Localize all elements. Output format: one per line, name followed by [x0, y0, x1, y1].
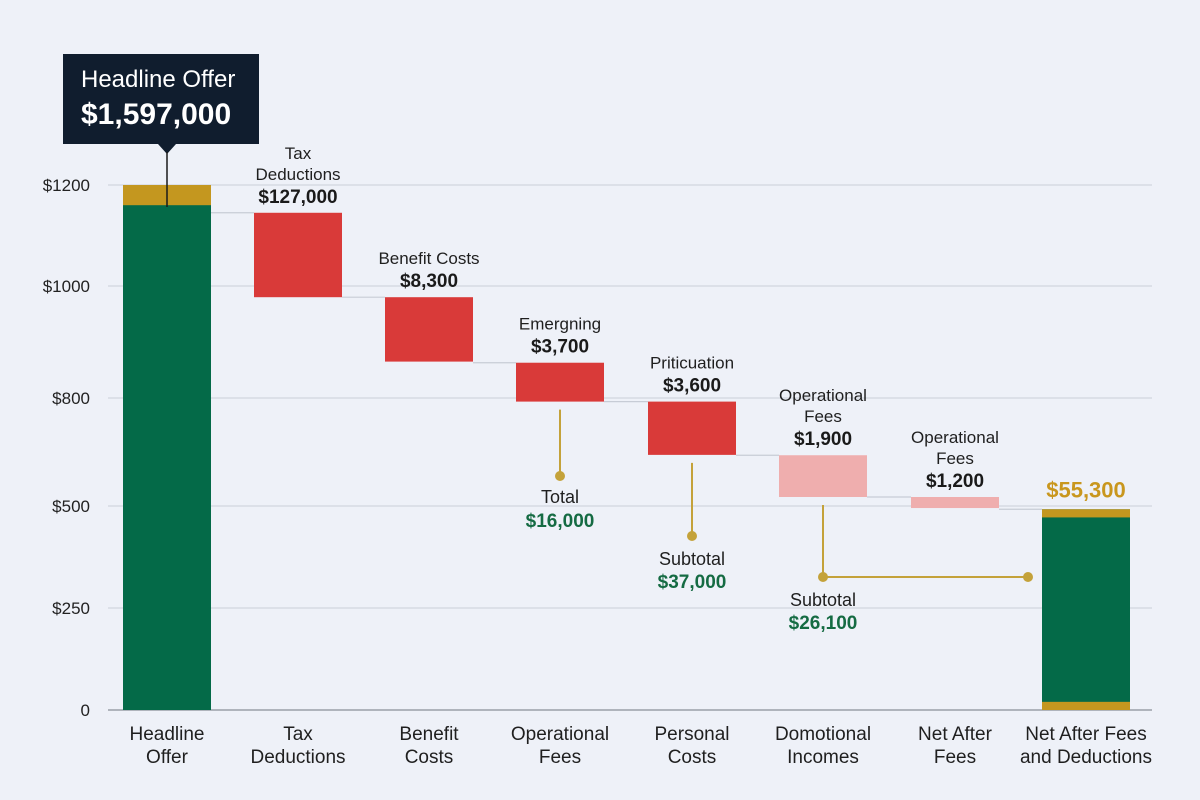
callout-box: [63, 54, 259, 144]
x-category-label: Costs: [668, 747, 717, 768]
annotation-dot: [1023, 572, 1033, 582]
annotation-dot: [555, 471, 565, 481]
y-tick-label: $250: [52, 599, 90, 618]
x-category-label: Fees: [934, 747, 976, 768]
decrease-bar: [385, 297, 473, 362]
x-category-label: Personal: [655, 724, 730, 745]
annotation-dot: [818, 572, 828, 582]
x-category-label: Operational: [511, 724, 609, 745]
y-tick-label: $1200: [43, 176, 90, 195]
bar-value-label: $3,600: [663, 376, 721, 397]
x-category-label: Incomes: [787, 747, 859, 768]
annotation-value: $26,100: [789, 613, 858, 634]
y-tick-label: $1000: [43, 277, 90, 296]
total-bar-base: [1042, 701, 1130, 710]
bar-value-label: $3,700: [531, 337, 589, 358]
x-category-label: Domotional: [775, 724, 871, 745]
y-tick-label: $800: [52, 389, 90, 408]
total-bar-cap: [1042, 509, 1130, 518]
callout-title: Headline Offer: [81, 66, 235, 93]
bar-category-label: Deductions: [255, 165, 340, 184]
annotation-value: $16,000: [526, 511, 595, 532]
total-bar: [1042, 509, 1130, 710]
y-axis-ticks: $1200 $1000 $800 $500 $250 0: [43, 176, 90, 720]
bar-category-label: Emergning: [519, 315, 601, 334]
decrease-bar: [779, 455, 867, 497]
y-tick-label: 0: [81, 701, 90, 720]
annotation-value: $37,000: [658, 572, 727, 593]
headline-callout: Headline Offer $1,597,000: [63, 54, 259, 207]
bars: [123, 185, 1130, 710]
bar-category-label: Benefit Costs: [378, 249, 479, 268]
bar-value-label: $8,300: [400, 271, 458, 292]
annotation-label: Subtotal: [659, 549, 725, 569]
callout-pointer: [158, 144, 176, 154]
bar-labels: $127,000 Deductions Tax $8,300 Benefit Costs…: [255, 144, 1125, 502]
annotations: Total $16,000 Subtotal $37,000 Subtotal $26,1…: [526, 409, 1033, 634]
x-category-label: Headline: [130, 724, 205, 745]
bar-category-label: Fees: [936, 449, 974, 468]
x-category-label: Tax: [283, 724, 313, 745]
y-tick-label: $500: [52, 497, 90, 516]
x-axis-categories: HeadlineOfferTaxDeductionsBenefitCostsOp…: [130, 724, 1153, 768]
x-category-label: Offer: [146, 747, 189, 768]
decrease-bar: [516, 362, 604, 402]
bar-value-label: $1,900: [794, 429, 852, 450]
bar-category-label: Tax: [285, 144, 312, 163]
x-category-label: Costs: [405, 747, 454, 768]
decrease-bar: [254, 212, 342, 298]
final-total-value: $55,300: [1046, 477, 1126, 502]
x-category-label: Fees: [539, 747, 581, 768]
bar-connectors: [211, 212, 1042, 510]
bar-category-label: Priticuation: [650, 354, 734, 373]
x-category-label: Deductions: [250, 747, 345, 768]
callout-value: $1,597,000: [81, 98, 231, 131]
x-category-label: Benefit: [399, 724, 459, 745]
bar-category-label: Operational: [911, 428, 999, 447]
decrease-bar: [911, 497, 999, 509]
total-bar: [123, 185, 211, 710]
bar-category-label: Fees: [804, 407, 842, 426]
x-category-label: Net After: [918, 724, 993, 745]
decrease-bar: [648, 401, 736, 455]
x-category-label: Net After Fees: [1025, 724, 1146, 745]
annotation-dot: [687, 531, 697, 541]
bar-category-label: Operational: [779, 386, 867, 405]
bar-value-label: $1,200: [926, 471, 984, 492]
annotation-label: Subtotal: [790, 590, 856, 610]
annotation-label: Total: [541, 487, 579, 507]
bar-value-label: $127,000: [258, 187, 337, 208]
x-category-label: and Deductions: [1020, 747, 1152, 768]
